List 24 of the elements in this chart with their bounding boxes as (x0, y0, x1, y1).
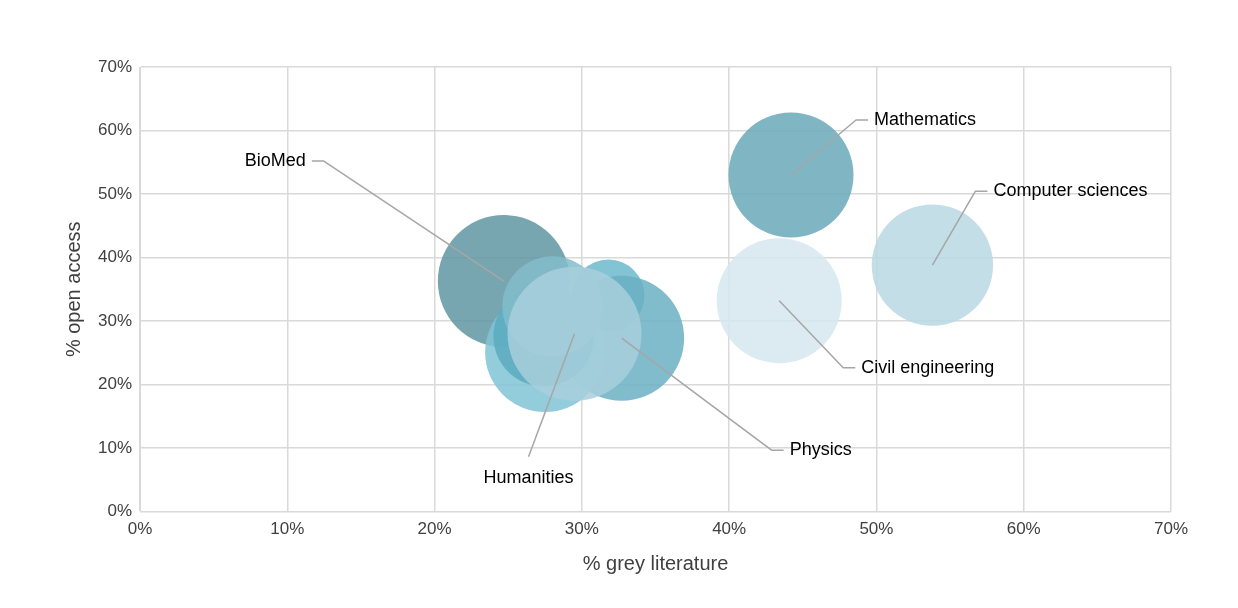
y-tick-label: 20% (97, 374, 133, 394)
x-tick-label: 50% (859, 519, 894, 539)
annotation: Civil engineering (861, 356, 995, 377)
annotation: Physics (789, 439, 852, 460)
x-tick-label: 30% (564, 519, 599, 539)
x-tick-label: 10% (270, 519, 305, 539)
y-axis-title: % open access (61, 221, 84, 358)
annotation: Humanities (483, 466, 574, 487)
annotation: Computer sciences (993, 180, 1148, 201)
x-tick-label: 20% (417, 519, 452, 539)
y-tick-label: 0% (107, 501, 133, 521)
y-tick-label: 60% (97, 120, 133, 140)
annotation: BioMed (244, 150, 306, 171)
x-tick-label: 70% (1153, 519, 1189, 539)
y-tick-label: 30% (97, 310, 133, 330)
y-tick-label: 10% (97, 437, 133, 457)
y-tick-label: 50% (97, 183, 133, 203)
x-tick-label: 60% (1006, 519, 1041, 539)
x-axis-title: % grey literature (582, 551, 729, 574)
x-tick-label: 0% (127, 519, 153, 539)
y-tick-label: 40% (97, 247, 133, 267)
annotation: Mathematics (874, 108, 977, 129)
x-tick-label: 40% (712, 519, 747, 539)
y-tick-label: 70% (97, 56, 133, 76)
